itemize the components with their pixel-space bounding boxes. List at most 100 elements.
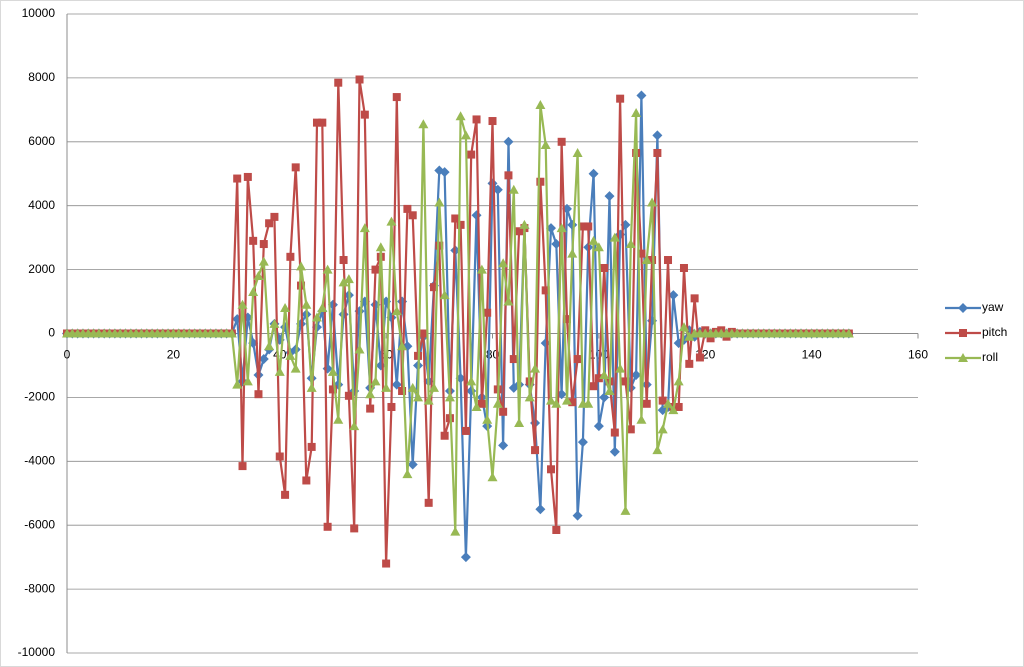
marker (535, 504, 546, 515)
marker (270, 212, 279, 221)
marker (519, 219, 530, 229)
marker (302, 476, 311, 485)
marker (312, 118, 321, 127)
marker (264, 341, 275, 351)
y-tick-label: -4000 (24, 453, 55, 467)
marker (593, 242, 604, 252)
marker (253, 270, 264, 280)
marker (423, 395, 434, 405)
marker (492, 398, 503, 408)
marker (673, 376, 684, 386)
marker (552, 525, 561, 534)
marker (503, 296, 514, 306)
marker (269, 318, 280, 328)
marker (647, 197, 658, 207)
marker (609, 232, 620, 242)
marker (604, 191, 615, 202)
marker (593, 421, 604, 432)
marker (706, 334, 715, 343)
x-tick-label: 140 (802, 348, 822, 362)
marker (322, 264, 333, 274)
marker (434, 197, 445, 207)
marker (398, 387, 407, 396)
marker (524, 392, 535, 402)
marker (402, 469, 413, 479)
marker (290, 363, 301, 373)
marker (365, 389, 376, 399)
marker (387, 402, 396, 411)
marker (291, 163, 300, 172)
marker (599, 370, 610, 380)
marker (498, 440, 509, 451)
marker (338, 277, 349, 287)
marker (344, 391, 353, 400)
y-tick-label: -10000 (18, 645, 56, 659)
marker (460, 130, 471, 140)
marker (636, 90, 647, 101)
marker (568, 398, 577, 407)
marker (455, 111, 466, 121)
marker (530, 363, 541, 373)
marker (535, 100, 546, 110)
marker (254, 390, 263, 399)
marker (350, 524, 359, 533)
marker (403, 204, 412, 213)
marker (626, 425, 635, 434)
marker (258, 256, 269, 266)
marker (679, 264, 688, 273)
marker (498, 258, 509, 268)
marker (483, 308, 492, 317)
marker (334, 78, 343, 87)
marker (392, 93, 401, 102)
legend-marker (959, 329, 967, 337)
marker (594, 374, 603, 383)
marker (258, 354, 269, 365)
marker (281, 490, 290, 499)
marker (296, 261, 307, 271)
marker (286, 252, 295, 261)
marker (391, 306, 402, 316)
marker (472, 115, 481, 124)
marker (451, 214, 460, 223)
marker (471, 401, 482, 411)
marker (413, 392, 424, 402)
marker (536, 177, 545, 186)
marker (551, 239, 562, 250)
marker (301, 299, 312, 309)
y-tick-label: 6000 (28, 134, 55, 148)
marker (664, 256, 673, 265)
marker (307, 442, 316, 451)
marker (621, 377, 630, 386)
marker (249, 236, 258, 245)
legend-label: yaw (982, 300, 1004, 314)
marker (668, 405, 679, 415)
marker (562, 315, 571, 324)
marker (636, 414, 647, 424)
marker (439, 167, 450, 178)
marker (504, 171, 513, 180)
marker (467, 150, 476, 159)
marker (578, 222, 587, 231)
marker (461, 426, 470, 435)
legend-marker (958, 353, 968, 362)
marker (541, 286, 550, 295)
marker (466, 376, 477, 386)
y-tick-label: 10000 (22, 6, 56, 20)
marker (354, 344, 365, 354)
marker (652, 445, 663, 455)
marker (509, 355, 518, 364)
marker (690, 294, 699, 303)
marker (317, 302, 328, 312)
marker (589, 382, 598, 391)
marker (572, 510, 583, 521)
marker (419, 329, 428, 338)
marker (408, 211, 417, 220)
marker (547, 465, 556, 474)
marker (678, 322, 689, 332)
marker (641, 255, 652, 265)
marker (285, 350, 296, 360)
marker (418, 119, 429, 129)
marker (514, 417, 525, 427)
marker (371, 265, 380, 274)
